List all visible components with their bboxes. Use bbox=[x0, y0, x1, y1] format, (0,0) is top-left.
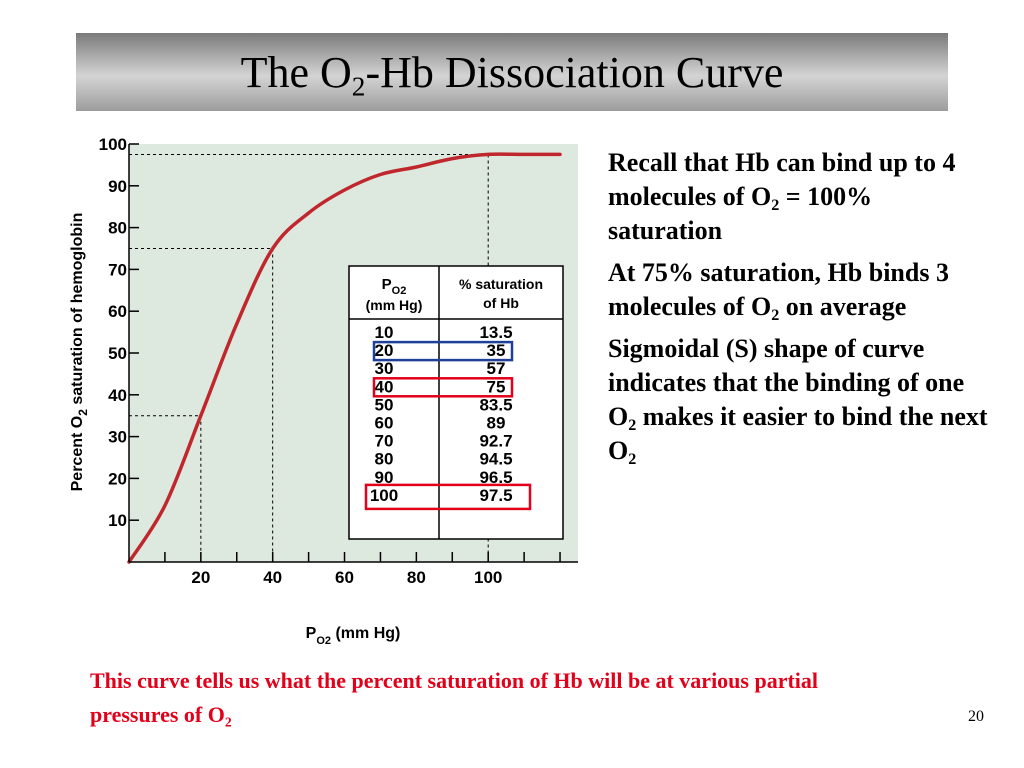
table-highlight-row-100 bbox=[364, 483, 532, 511]
bullet-1-text: Recall that Hb can bind up to 4 molecule… bbox=[608, 148, 956, 211]
table-po2-50: 50 bbox=[375, 395, 394, 414]
table-saturation-40: 75 bbox=[487, 377, 506, 396]
explanation-text: Recall that Hb can bind up to 4 molecule… bbox=[608, 146, 988, 476]
y-axis-label: Percent O2 saturation of hemoglobin bbox=[69, 213, 90, 492]
table-po2-30: 30 bbox=[375, 359, 394, 378]
table-saturation-100: 97.5 bbox=[479, 486, 512, 505]
bullet-3-tail: makes it easier to bind the next O bbox=[608, 402, 988, 465]
bullet-3: Sigmoidal (S) shape of curve indicates t… bbox=[608, 332, 988, 468]
table-po2-100: 100 bbox=[370, 486, 398, 505]
dissociation-chart: PO2 (mm Hg) % saturation of Hb 10 13.520 3… bbox=[69, 135, 578, 647]
slide-title: The O2-Hb Dissociation Curve bbox=[240, 47, 784, 102]
x-tick-label-40: 40 bbox=[263, 568, 282, 587]
table-po2-10: 10 bbox=[375, 323, 394, 342]
x-axis-label: PO2 (mm Hg) bbox=[306, 625, 401, 647]
table-po2-90: 90 bbox=[375, 468, 394, 487]
table-header-unit: (mm Hg) bbox=[366, 297, 423, 313]
table-header-po2: PO2 bbox=[382, 276, 407, 297]
table-saturation-20: 35 bbox=[487, 341, 506, 360]
table-po2-20: 20 bbox=[375, 341, 394, 360]
title-suffix: -Hb Dissociation Curve bbox=[365, 47, 784, 97]
title-subscript: 2 bbox=[351, 71, 366, 102]
table-saturation-60: 89 bbox=[487, 414, 506, 433]
caption-subscript: 2 bbox=[224, 714, 232, 730]
table-saturation-10: 13.5 bbox=[479, 323, 512, 342]
guide-lines bbox=[129, 153, 489, 562]
table-saturation-30: 57 bbox=[487, 359, 506, 378]
y-tick-label-60: 60 bbox=[108, 302, 127, 321]
dissociation-curve bbox=[127, 152, 562, 564]
table-saturation-80: 94.5 bbox=[479, 450, 512, 469]
bullet-3-subscript-2: 2 bbox=[628, 451, 637, 469]
data-table: PO2 (mm Hg) % saturation of Hb 10 13.520 3… bbox=[348, 265, 564, 540]
y-tick-label-100: 100 bbox=[99, 135, 127, 154]
y-tick-label-80: 80 bbox=[108, 219, 127, 238]
bullet-1: Recall that Hb can bind up to 4 molecule… bbox=[608, 146, 988, 248]
x-tick-label-60: 60 bbox=[335, 568, 354, 587]
table-po2-70: 70 bbox=[375, 432, 394, 451]
slide-number: 20 bbox=[968, 708, 984, 725]
table-header-of-hb: of Hb bbox=[483, 295, 519, 311]
table-po2-60: 60 bbox=[375, 414, 394, 433]
y-tick-label-30: 30 bbox=[108, 428, 127, 447]
y-tick-label-50: 50 bbox=[108, 344, 127, 363]
table-saturation-70: 92.7 bbox=[479, 432, 512, 451]
table-box bbox=[348, 265, 564, 540]
table-saturation-90: 96.5 bbox=[479, 468, 512, 487]
y-tick-label-90: 90 bbox=[108, 177, 127, 196]
caption: This curve tells us what the percent sat… bbox=[90, 664, 890, 732]
bullet-2: At 75% saturation, Hb binds 3 molecules … bbox=[608, 256, 988, 324]
table-header-saturation: % saturation bbox=[459, 276, 543, 292]
bullet-3-subscript: 2 bbox=[628, 417, 637, 435]
table-po2-80: 80 bbox=[375, 450, 394, 469]
bullet-1-subscript: 2 bbox=[771, 197, 780, 215]
bullet-2-text: At 75% saturation, Hb binds 3 molecules … bbox=[608, 258, 949, 321]
y-tick-label-40: 40 bbox=[108, 386, 127, 405]
bullet-2-subscript: 2 bbox=[771, 307, 780, 325]
caption-text: This curve tells us what the percent sat… bbox=[90, 668, 819, 727]
table-po2-40: 40 bbox=[375, 377, 394, 396]
bullet-1-tail: = 100% saturation bbox=[608, 182, 873, 245]
table-highlight-row-20 bbox=[372, 340, 514, 362]
y-tick-label-10: 10 bbox=[108, 511, 127, 530]
bullet-3-text: Sigmoidal (S) shape of curve indicates t… bbox=[608, 334, 965, 431]
y-tick-label-20: 20 bbox=[108, 469, 127, 488]
table-saturation-50: 83.5 bbox=[479, 395, 512, 414]
x-tick-label-80: 80 bbox=[407, 568, 426, 587]
x-tick-label-20: 20 bbox=[191, 568, 210, 587]
title-bar: The O2-Hb Dissociation Curve bbox=[76, 33, 948, 111]
bullet-2-tail: on average bbox=[779, 292, 907, 321]
table-highlight-row-40 bbox=[372, 377, 514, 398]
title-prefix: The O bbox=[240, 47, 352, 97]
x-tick-label-100: 100 bbox=[474, 568, 502, 587]
y-tick-label-70: 70 bbox=[108, 260, 127, 279]
